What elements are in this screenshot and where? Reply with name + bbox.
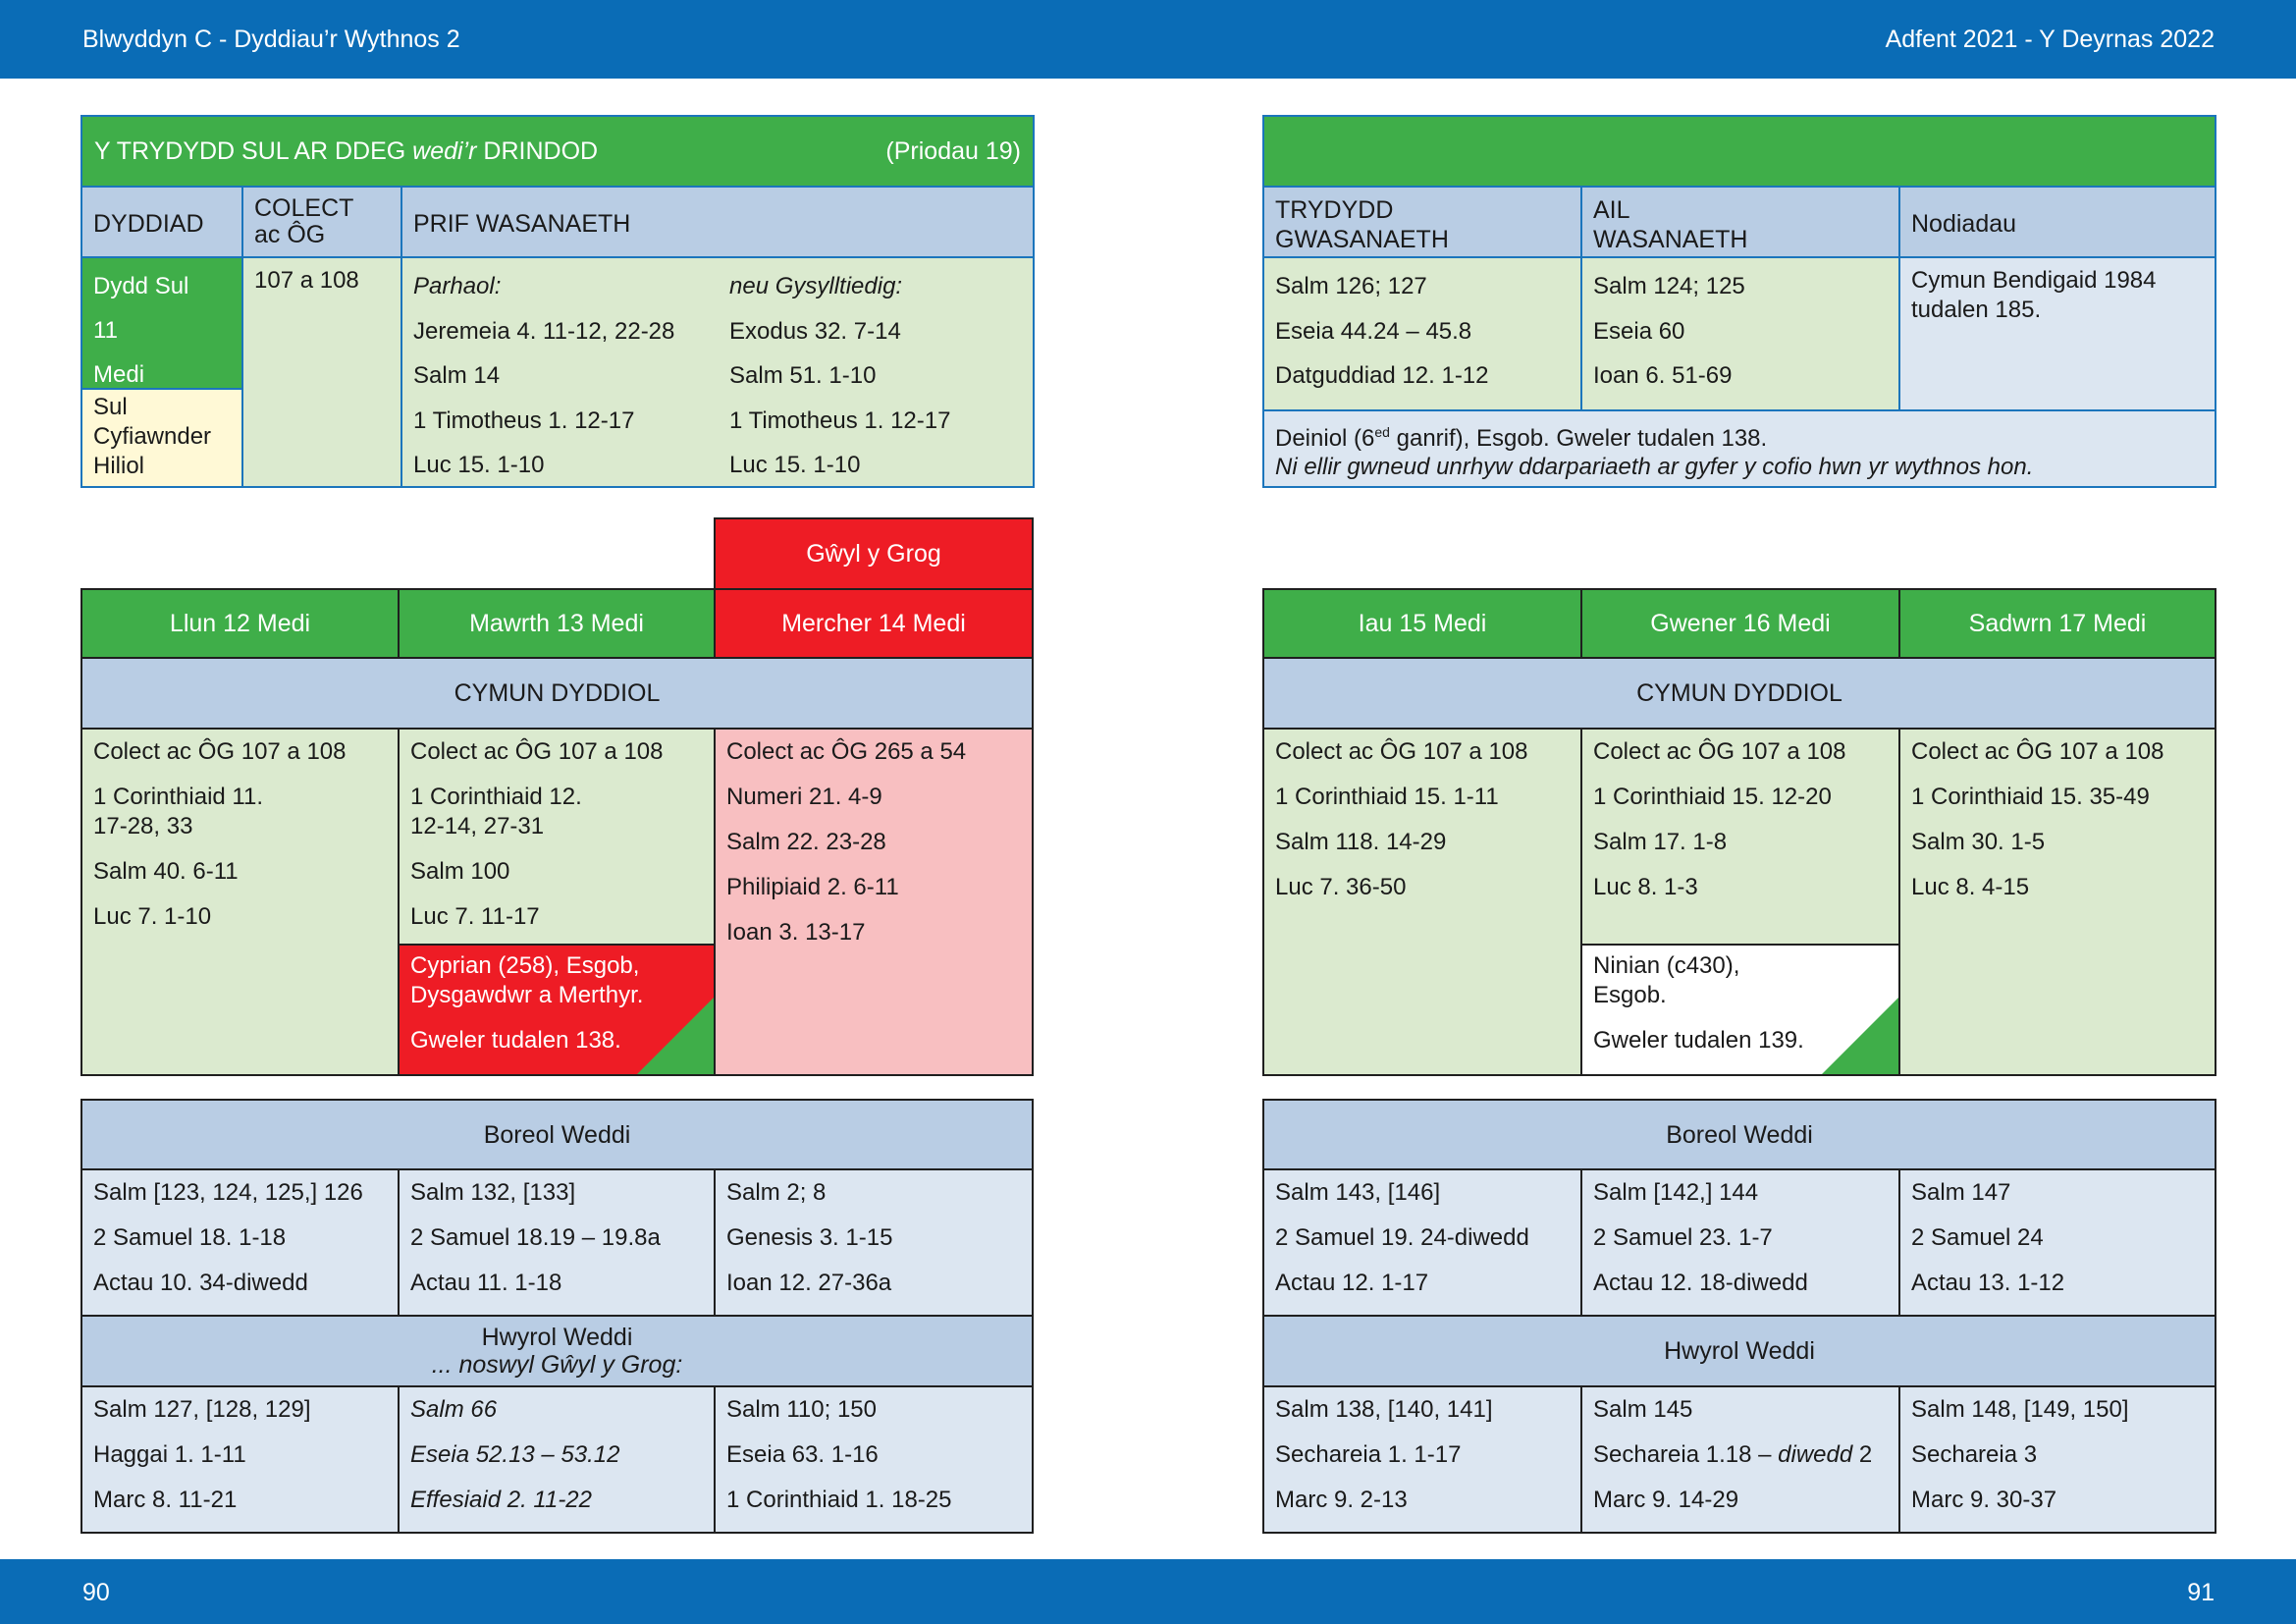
day-header-tue: Mawrth 13 Medi	[398, 588, 716, 659]
daily-eucharist-header-right: CYMUN DYDDIOL	[1262, 657, 2216, 730]
col-notes-header: Nodiadau	[1898, 186, 2216, 258]
header-left-title: Blwyddyn C - Dyddiau’r Wythnos 2	[82, 26, 460, 53]
sunday-title-c: DRINDOD	[476, 137, 599, 165]
eucharist-fri: Colect ac ÔG 107 a 108 1 Corinthiaid 15. …	[1580, 728, 1900, 946]
col-main-header: PRIF WASANAETH	[400, 186, 1035, 258]
page-number-right: 91	[2187, 1579, 2215, 1606]
sunday-tag-cell: Sul Cyfiawnder Hiliol	[80, 388, 243, 488]
morning-fri: Salm [142,] 144 2 Samuel 23. 1-7 Actau 12.…	[1580, 1168, 1900, 1317]
morning-prayer-header-left: Boreol Weddi	[80, 1099, 1034, 1170]
sunday-date-cell: Dydd Sul 11 Medi	[80, 256, 243, 390]
eucharist-sat: Colect ac ÔG 107 a 108 1 Corinthiaid 15. …	[1898, 728, 2216, 1076]
day-header-fri: Gwener 16 Medi	[1580, 588, 1900, 659]
day-header-mon: Llun 12 Medi	[80, 588, 400, 659]
evening-wed: Salm 110; 150 Eseia 63. 1-16 1 Corinthiaid…	[714, 1385, 1034, 1534]
day-header-thu: Iau 15 Medi	[1262, 588, 1582, 659]
feast-label: Gŵyl y Grog	[714, 517, 1034, 590]
morning-thu: Salm 143, [146] 2 Samuel 19. 24-diwedd Act…	[1262, 1168, 1582, 1317]
header-bar: Blwyddyn C - Dyddiau’r Wythnos 2 Adfent …	[0, 0, 2296, 79]
evening-tue: Salm 66 Eseia 52.13 – 53.12 Effesiaid 2. 1…	[398, 1385, 716, 1534]
col-collect-header: COLECT ac ÔG	[241, 186, 402, 258]
sunday-title-bar: Y TRYDYDD SUL AR DDEG wedi’r DRINDOD (Pr…	[80, 115, 1035, 188]
page-number-left: 90	[82, 1579, 110, 1606]
evening-mon: Salm 127, [128, 129] Haggai 1. 1-11 Marc 8…	[80, 1385, 400, 1534]
evening-fri: Salm 145 Sechareia 1.18 – diwedd 2 Marc …	[1580, 1385, 1900, 1534]
day-header-sat: Sadwrn 17 Medi	[1898, 588, 2216, 659]
eucharist-wed: Colect ac ÔG 265 a 54 Numeri 21. 4-9 Sal…	[714, 728, 1034, 1076]
sunday-footnote-cell: Deiniol (6ed ganrif), Esgob. Gweler tuda…	[1262, 409, 2216, 488]
daily-eucharist-header-left: CYMUN DYDDIOL	[80, 657, 1034, 730]
evening-thu: Salm 138, [140, 141] Sechareia 1. 1-17 Mar…	[1262, 1385, 1582, 1534]
notes-cell: Cymun Bendigaid 1984 tudalen 185.	[1898, 256, 2216, 411]
morning-mon: Salm [123, 124, 125,] 126 2 Samuel 18. 1-…	[80, 1168, 400, 1317]
header-right-title: Adfent 2021 - Y Deyrnas 2022	[1885, 26, 2215, 53]
morning-sat: Salm 147 2 Samuel 24 Actau 13. 1-12	[1898, 1168, 2216, 1317]
evening-prayer-header-left: Hwyrol Weddi ... noswyl Gŵyl y Grog:	[80, 1315, 1034, 1387]
commemoration-fri: Ninian (c430), Esgob. Gweler tudalen 139…	[1580, 944, 1900, 1076]
second-service-cell: Salm 124; 125 Eseia 60 Ioan 6. 51-69	[1580, 256, 1900, 411]
sunday-note: (Priodau 19)	[885, 137, 1021, 165]
morning-prayer-header-right: Boreol Weddi	[1262, 1099, 2216, 1170]
eucharist-tue: Colect ac ÔG 107 a 108 1 Corinthiaid 12.…	[398, 728, 716, 946]
col-third-header: TRYDYDD GWASANAETH	[1262, 186, 1582, 258]
sunday-readings-cell: Parhaol: Jeremeia 4. 11-12, 22-28 Salm 1…	[400, 256, 1035, 488]
col-date-header: DYDDIAD	[80, 186, 243, 258]
eucharist-thu: Colect ac ÔG 107 a 108 1 Corinthiaid 15. …	[1262, 728, 1582, 1076]
corner-marker	[637, 998, 714, 1074]
corner-marker	[1822, 998, 1898, 1074]
right-title-bar	[1262, 115, 2216, 188]
sunday-collect-cell: 107 a 108	[241, 256, 402, 488]
morning-wed: Salm 2; 8 Genesis 3. 1-15 Ioan 12. 27-36a	[714, 1168, 1034, 1317]
sunday-title-b: wedi’r	[412, 137, 477, 165]
third-service-cell: Salm 126; 127 Eseia 44.24 – 45.8 Datguddia…	[1262, 256, 1582, 411]
commemoration-tue: Cyprian (258), Esgob, Dysgawdwr a Merthy…	[398, 944, 716, 1076]
day-header-wed: Mercher 14 Medi	[714, 588, 1034, 659]
eucharist-mon: Colect ac ÔG 107 a 108 1 Corinthiaid 11.…	[80, 728, 400, 1076]
morning-tue: Salm 132, [133] 2 Samuel 18.19 – 19.8a Act…	[398, 1168, 716, 1317]
sunday-title-a: Y TRYDYDD SUL AR DDEG	[94, 137, 413, 165]
evening-prayer-header-right: Hwyrol Weddi	[1262, 1315, 2216, 1387]
evening-sat: Salm 148, [149, 150] Sechareia 3 Marc 9. 3…	[1898, 1385, 2216, 1534]
col-second-header: AIL WASANAETH	[1580, 186, 1900, 258]
footer-bar: 90 91	[0, 1559, 2296, 1624]
